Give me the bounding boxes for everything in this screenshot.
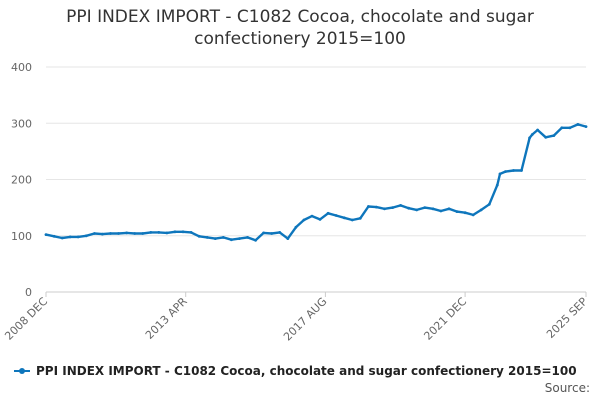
x-tick-label: 2013 APR	[143, 295, 190, 342]
legend-series-swatch-icon	[14, 365, 30, 377]
data-point	[197, 234, 201, 238]
data-point	[246, 236, 249, 239]
data-point	[76, 235, 80, 239]
data-point	[270, 232, 274, 235]
x-tick-label: 2021 DEC	[421, 295, 469, 343]
data-point	[68, 235, 72, 239]
data-point	[375, 205, 378, 209]
data-point	[528, 136, 531, 140]
data-point	[512, 169, 515, 172]
data-point	[101, 232, 104, 236]
data-point	[358, 216, 362, 220]
data-point	[286, 237, 290, 241]
data-point	[391, 206, 394, 210]
y-tick-label: 300	[11, 117, 32, 130]
data-point	[60, 236, 64, 240]
series-line	[44, 123, 588, 242]
data-point	[165, 231, 169, 235]
x-tick-label: 2025 SEP	[544, 295, 590, 341]
data-point	[52, 234, 56, 238]
data-point	[383, 207, 386, 211]
data-point	[238, 237, 241, 241]
chart-title-line-1: PPI INDEX IMPORT - C1082 Cocoa, chocolat…	[66, 7, 534, 27]
legend-series-label: PPI INDEX IMPORT - C1082 Cocoa, chocolat…	[36, 364, 577, 378]
data-point	[431, 207, 435, 211]
data-point	[530, 133, 534, 136]
data-point	[318, 218, 322, 221]
data-point	[536, 128, 539, 132]
y-tick-label: 100	[11, 230, 32, 243]
data-point	[254, 238, 257, 242]
data-point	[584, 125, 588, 128]
data-point	[520, 169, 523, 172]
data-point	[463, 211, 467, 215]
x-tick-label: 2008 DEC	[2, 295, 50, 343]
data-point	[495, 183, 499, 187]
data-point	[310, 214, 314, 218]
data-point	[189, 231, 193, 234]
data-point	[157, 231, 161, 234]
data-point	[334, 214, 338, 217]
data-point	[342, 216, 346, 220]
data-point	[181, 230, 185, 234]
data-point	[415, 208, 419, 212]
data-point	[84, 234, 88, 238]
data-point	[407, 206, 411, 210]
y-tick-label: 200	[11, 174, 32, 187]
data-point	[205, 236, 209, 239]
data-point	[423, 206, 427, 210]
data-point	[149, 231, 153, 234]
data-point	[471, 213, 475, 217]
data-point	[44, 233, 48, 237]
data-point	[560, 126, 564, 130]
data-point	[117, 232, 120, 235]
data-point	[302, 218, 306, 222]
data-point	[498, 172, 502, 176]
data-point	[544, 135, 548, 139]
data-point	[141, 232, 145, 235]
data-point	[221, 236, 225, 239]
data-point	[109, 232, 112, 235]
data-point	[230, 238, 233, 242]
data-point	[294, 225, 298, 229]
data-point	[504, 170, 507, 174]
data-point	[479, 208, 483, 212]
y-tick-label: 400	[11, 61, 32, 74]
legend[interactable]: PPI INDEX IMPORT - C1082 Cocoa, chocolat…	[14, 364, 577, 378]
data-point	[133, 232, 137, 235]
data-point	[576, 123, 580, 126]
source-label: Source:	[544, 381, 590, 395]
data-point	[278, 231, 282, 234]
data-point	[262, 231, 265, 235]
chart-title: PPI INDEX IMPORT - C1082 Cocoa, chocolat…	[0, 6, 600, 50]
data-point	[125, 231, 128, 235]
y-tick-label: 0	[25, 286, 32, 299]
data-point	[568, 126, 572, 130]
data-point	[326, 211, 330, 215]
data-point	[367, 205, 370, 208]
data-point	[552, 134, 556, 138]
x-tick-label: 2017 AUG	[281, 295, 330, 344]
data-point	[213, 237, 217, 241]
data-point	[173, 230, 177, 234]
data-point	[93, 232, 96, 235]
data-point	[487, 202, 491, 206]
data-point	[350, 218, 354, 222]
data-point	[399, 204, 402, 207]
data-point	[439, 209, 443, 213]
data-point	[447, 207, 451, 211]
data-point	[455, 210, 459, 214]
chart-title-line-2: confectionery 2015=100	[194, 29, 406, 49]
